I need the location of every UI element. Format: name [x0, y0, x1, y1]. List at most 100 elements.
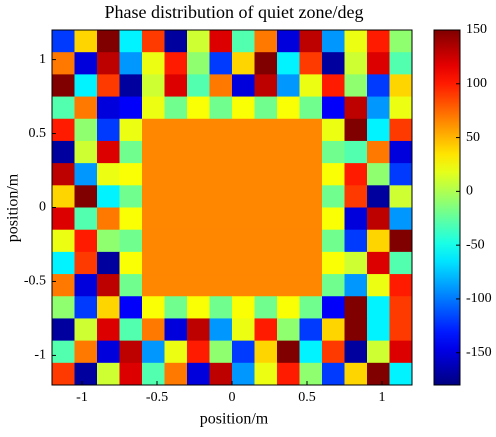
- heat-cell: [119, 140, 143, 164]
- heat-cell: [52, 207, 75, 231]
- heat-cell: [209, 362, 233, 386]
- heat-cell: [209, 74, 233, 98]
- heat-cell: [52, 318, 75, 342]
- heat-cell: [299, 229, 323, 253]
- heat-cell: [74, 163, 98, 186]
- heat-cell: [119, 340, 143, 364]
- heat-cell: [74, 229, 98, 253]
- heat-cell: [209, 140, 233, 164]
- heat-cell: [97, 30, 120, 53]
- heat-cell: [389, 185, 413, 208]
- heat-cell: [232, 296, 255, 319]
- heat-cell: [277, 74, 300, 98]
- heat-cell: [389, 251, 413, 275]
- heat-cell: [209, 118, 233, 142]
- heat-cell: [277, 340, 300, 364]
- heat-cell: [119, 274, 143, 297]
- heat-cell: [142, 185, 165, 208]
- heat-cell: [209, 96, 233, 120]
- heat-cell: [119, 207, 143, 231]
- heat-cell: [164, 229, 188, 253]
- heat-cell: [164, 318, 188, 342]
- heat-cell: [367, 251, 390, 275]
- heat-cell: [209, 251, 233, 275]
- heat-cell: [164, 140, 188, 164]
- heat-cell: [367, 118, 390, 142]
- heat-cell: [277, 318, 300, 342]
- heat-cell: [97, 362, 120, 386]
- heat-cell: [389, 140, 413, 164]
- heat-cell: [254, 251, 278, 275]
- heat-cell: [74, 74, 98, 98]
- heat-cell: [232, 274, 255, 297]
- heat-cell: [74, 274, 98, 297]
- heat-cell: [299, 163, 323, 186]
- heat-cell: [344, 318, 368, 342]
- heat-cell: [254, 185, 278, 208]
- heat-cell: [367, 96, 390, 120]
- heat-cell: [52, 140, 75, 164]
- heat-cell: [299, 52, 323, 75]
- heat-cell: [142, 207, 165, 231]
- heat-cell: [389, 274, 413, 297]
- heat-cell: [277, 52, 300, 75]
- heat-cell: [164, 96, 188, 120]
- heat-cell: [74, 251, 98, 275]
- heat-cell: [52, 362, 75, 386]
- heat-cell: [164, 362, 188, 386]
- heat-cell: [367, 229, 390, 253]
- heat-cell: [209, 340, 233, 364]
- heat-cell: [344, 74, 368, 98]
- heat-cell: [299, 274, 323, 297]
- heat-cell: [322, 30, 345, 53]
- heat-cell: [344, 163, 368, 186]
- heat-cell: [367, 163, 390, 186]
- heat-cell: [52, 251, 75, 275]
- heat-cell: [389, 340, 413, 364]
- heat-cell: [74, 318, 98, 342]
- heat-cell: [119, 318, 143, 342]
- heat-cell: [209, 318, 233, 342]
- heat-cell: [164, 207, 188, 231]
- heat-cell: [277, 163, 300, 186]
- heat-cell: [322, 318, 345, 342]
- heat-cell: [344, 296, 368, 319]
- heat-cell: [367, 52, 390, 75]
- colorbar-tick-label: 150: [466, 22, 487, 37]
- heat-cell: [344, 52, 368, 75]
- heat-cell: [74, 140, 98, 164]
- heat-cell: [119, 74, 143, 98]
- heat-cell: [74, 207, 98, 231]
- heat-cell: [74, 185, 98, 208]
- heat-cell: [389, 96, 413, 120]
- heat-cell: [344, 30, 368, 53]
- heat-cell: [254, 296, 278, 319]
- heat-cell: [142, 52, 165, 75]
- heat-cell: [52, 274, 75, 297]
- heat-cell: [254, 163, 278, 186]
- heat-cell: [254, 362, 278, 386]
- heat-cell: [277, 140, 300, 164]
- heat-cell: [232, 362, 255, 386]
- heat-cell: [389, 52, 413, 75]
- x-tick-label: -1: [76, 390, 88, 405]
- heat-cell: [74, 96, 98, 120]
- heat-cell: [142, 96, 165, 120]
- heat-cell: [142, 229, 165, 253]
- heat-cell: [164, 30, 188, 53]
- heat-cell: [119, 296, 143, 319]
- heat-cell: [322, 251, 345, 275]
- heat-cell: [277, 185, 300, 208]
- heat-cell: [97, 318, 120, 342]
- heat-cell: [142, 140, 165, 164]
- heat-cell: [344, 340, 368, 364]
- heat-cell: [389, 362, 413, 386]
- heat-cell: [322, 185, 345, 208]
- colorbar-tick-label: 0: [466, 184, 473, 199]
- heat-cell: [367, 274, 390, 297]
- heat-cell: [142, 296, 165, 319]
- heat-cell: [119, 30, 143, 53]
- x-tick-label: 0.5: [298, 390, 316, 405]
- heat-cell: [164, 52, 188, 75]
